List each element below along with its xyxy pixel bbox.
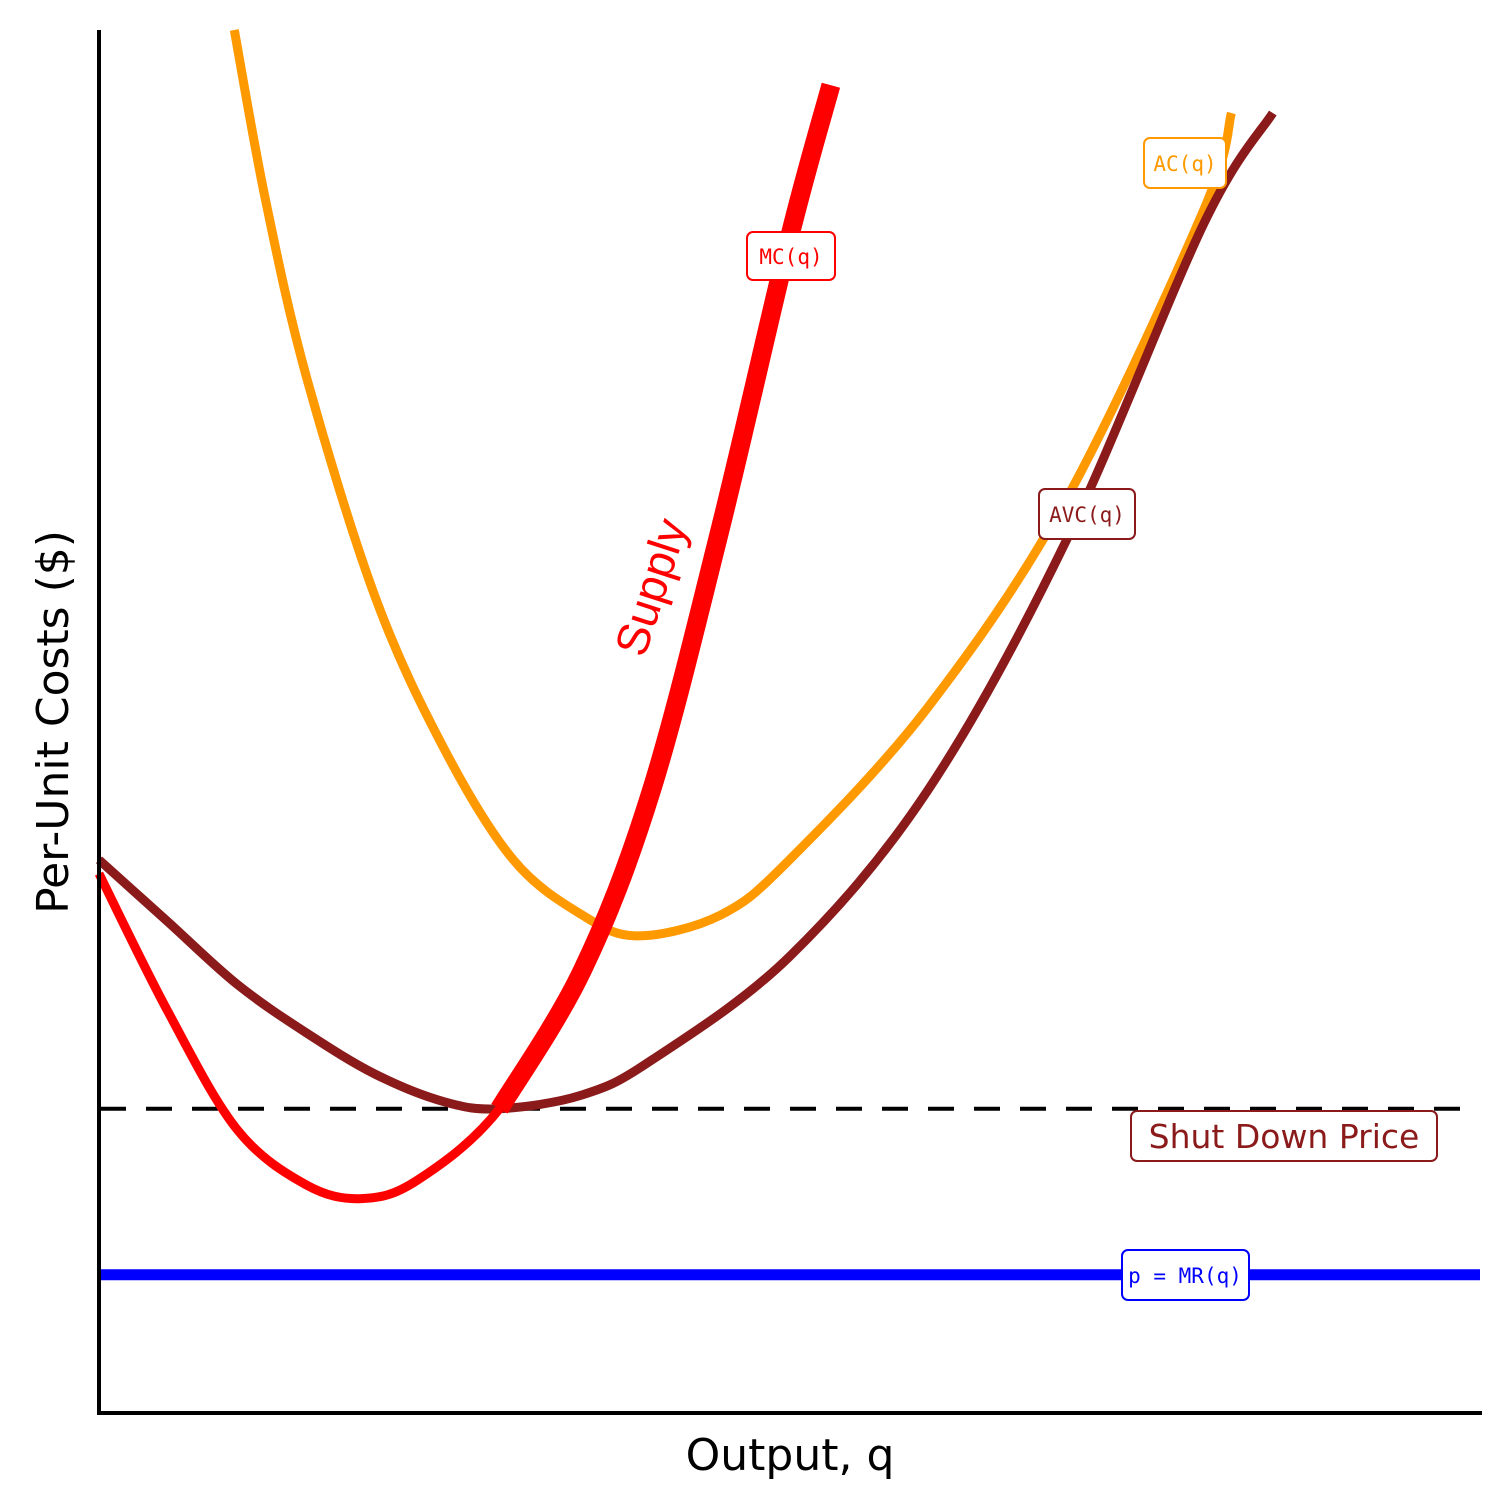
mr-label: p = MR(q) — [1121, 1249, 1250, 1301]
ac-label: AC(q) — [1143, 137, 1227, 189]
shutdown-price-label-text: Shut Down Price — [1149, 1117, 1420, 1156]
ac-label-text: AC(q) — [1153, 152, 1216, 176]
avc-label: AVC(q) — [1038, 488, 1136, 540]
mr-label-text: p = MR(q) — [1128, 1264, 1242, 1288]
shutdown-price-label: Shut Down Price — [1130, 1110, 1438, 1162]
mc-label: MC(q) — [746, 231, 836, 281]
avc-label-text: AVC(q) — [1049, 503, 1125, 527]
mc-label-text: MC(q) — [759, 245, 822, 269]
y-axis-title: Per-Unit Costs ($) — [28, 530, 79, 914]
mc-curve — [94, 84, 836, 1204]
x-axis-title: Output, q — [686, 1430, 895, 1481]
avc-curve — [95, 110, 1277, 1114]
